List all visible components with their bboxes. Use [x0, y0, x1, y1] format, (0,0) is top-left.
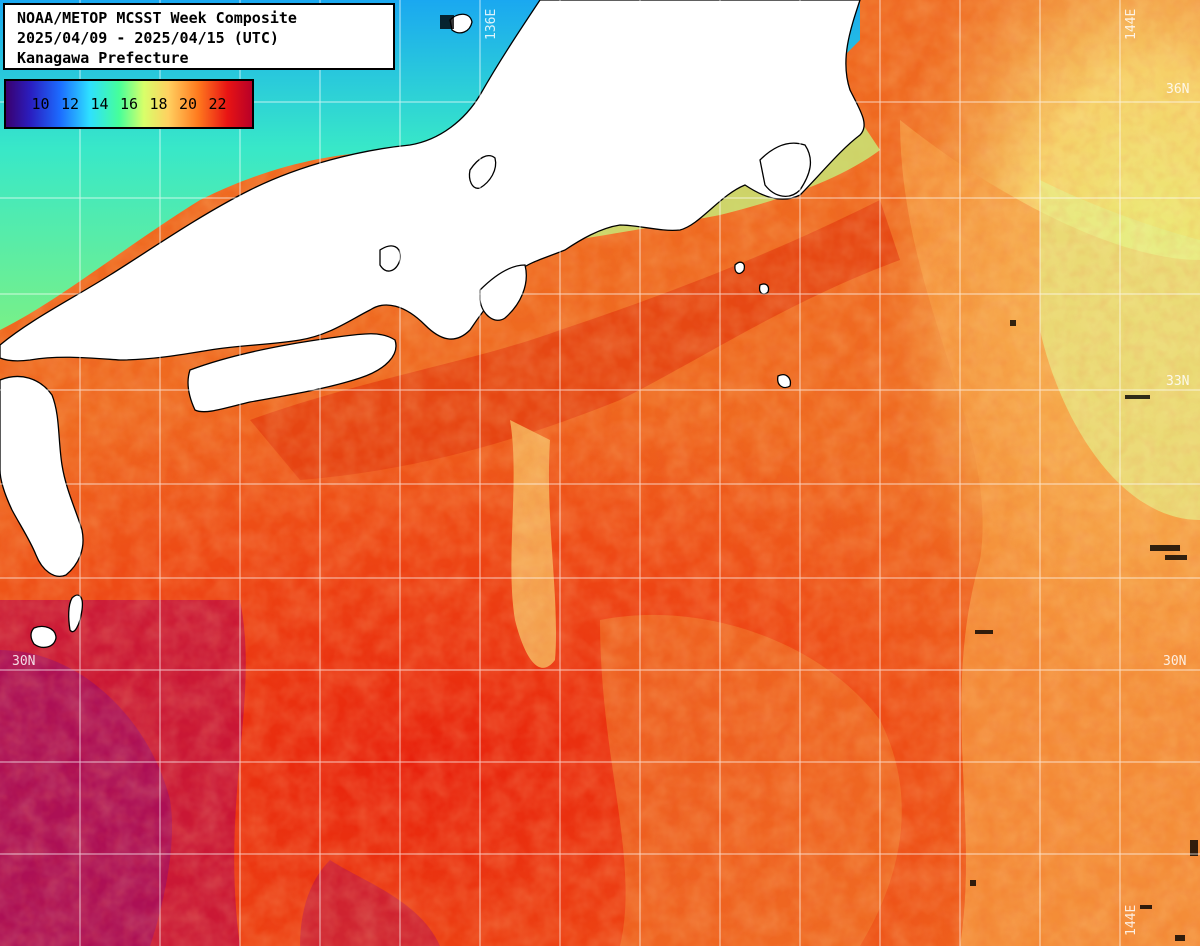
- title-line-3: Kanagawa Prefecture: [17, 49, 189, 67]
- lon-label-136e: 136E: [484, 8, 499, 40]
- lon-label-144e-bottom: 144E: [1124, 904, 1139, 936]
- lat-label-30n-left: 30N: [12, 654, 36, 669]
- map-title-box: NOAA/METOP MCSST Week Composite 2025/04/…: [3, 3, 395, 70]
- lon-label-144e-top: 144E: [1124, 8, 1139, 40]
- title-line-2: 2025/04/09 - 2025/04/15 (UTC): [17, 29, 279, 47]
- legend-tick: 18: [149, 95, 168, 113]
- title-line-1: NOAA/METOP MCSST Week Composite: [17, 9, 297, 27]
- legend-tick: 16: [119, 95, 138, 113]
- legend-tick: 12: [60, 95, 79, 113]
- legend-tick: 22: [208, 95, 227, 113]
- legend-tick: 14: [90, 95, 109, 113]
- legend-labels: 10 12 14 16 18 20 22: [6, 95, 252, 113]
- lat-label-33n: 33N: [1166, 374, 1190, 389]
- lat-label-30n-right: 30N: [1163, 654, 1187, 669]
- legend-tick: 20: [178, 95, 197, 113]
- lat-label-36n: 36N: [1166, 82, 1190, 97]
- legend-tick: 10: [31, 95, 50, 113]
- temperature-legend: 10 12 14 16 18 20 22: [4, 79, 254, 129]
- cloud-speckles: [440, 15, 1198, 941]
